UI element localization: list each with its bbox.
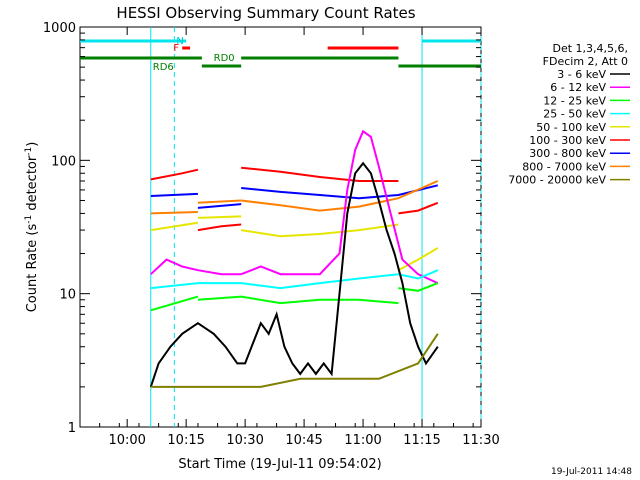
y-axis-label-main: Count Rate (s: [25, 224, 40, 313]
series-line-3-6-kev: [149, 161, 439, 388]
series-line-6-12-kev: [240, 129, 439, 285]
y-tick-label: 1: [68, 421, 76, 436]
series-line-25-50-kev: [150, 269, 439, 290]
legend-label: 6 - 12 keV: [550, 81, 606, 94]
x-axis-label: Start Time (19-Jul-11 09:54:02): [178, 457, 381, 472]
status-flags: NF RD0 RD6: [80, 36, 481, 73]
timestamp: 19-Jul-2011 14:48: [551, 467, 632, 477]
series-line-12-25-kev: [150, 295, 199, 312]
legend-header-line-2: FDecim 2, Att 0: [543, 55, 628, 68]
series-line-50-100-kev: [397, 247, 439, 272]
x-tick-label: 10:15: [167, 433, 204, 448]
y-axis-label-mid: detector: [25, 155, 40, 215]
series-line-50-100-kev: [197, 215, 242, 219]
legend-label: 25 - 50 keV: [543, 108, 606, 121]
series-line-100-300-kev: [197, 223, 242, 232]
series-line-12-25-kev: [398, 282, 439, 292]
series-line-300-800-kev: [197, 203, 242, 209]
rd0-flag-label: RD0: [214, 53, 235, 64]
series-line-100-300-kev: [241, 166, 399, 182]
legend-label: 7000 - 20000 keV: [508, 174, 606, 187]
series-line-300-800-kev: [150, 192, 198, 197]
legend: Det 1,3,4,5,6, FDecim 2, Att 0 3 - 6 keV…: [508, 42, 630, 187]
y-axis-label-sup2: -1: [24, 147, 34, 156]
x-tick-label: 11:30: [462, 433, 499, 448]
series-line-50-100-kev: [241, 223, 399, 238]
legend-label: 12 - 25 keV: [543, 94, 606, 107]
y-axis-label-end: ): [25, 142, 40, 147]
series-line-800-7000-kev: [241, 180, 439, 212]
legend-header-line-1: Det 1,3,4,5,6,: [552, 42, 628, 55]
y-tick-label: 1000: [43, 21, 76, 36]
y-axis-label-sup1: -1: [24, 215, 34, 224]
x-tick-label: 11:15: [403, 433, 440, 448]
legend-label: 3 - 6 keV: [557, 68, 606, 81]
series-line-300-800-kev: [241, 184, 439, 200]
y-axis-label: Count Rate (s-1 detector-1): [24, 142, 40, 313]
x-tick-label: 11:00: [344, 433, 381, 448]
series-line-12-25-kev: [197, 295, 399, 305]
night-lines: [150, 27, 482, 427]
series-line-800-7000-kev: [197, 199, 242, 204]
series-line-50-100-kev: [150, 221, 199, 232]
y-tick-label: 100: [51, 154, 76, 169]
x-tick-label: 10:30: [226, 433, 263, 448]
x-axis-ticks: 10:00 10:15 10:30 10:45 11:00 11:15 11:30: [79, 27, 500, 448]
series-line-100-300-kev: [398, 201, 439, 215]
chart-title: HESSI Observing Summary Count Rates: [116, 4, 415, 22]
y-tick-label: 10: [59, 288, 76, 303]
legend-label: 100 - 300 keV: [529, 134, 606, 147]
series-line-7000-20000-kev: [150, 333, 439, 388]
legend-label: 800 - 7000 keV: [522, 160, 606, 173]
x-tick-label: 10:00: [108, 433, 145, 448]
night-flag-label: N: [176, 36, 183, 47]
series-layer: [149, 129, 439, 388]
series-line-100-300-kev: [150, 168, 199, 181]
x-tick-label: 10:45: [285, 433, 322, 448]
legend-label: 50 - 100 keV: [536, 121, 606, 134]
series-line-800-7000-kev: [150, 211, 198, 215]
legend-label: 300 - 800 keV: [529, 147, 606, 160]
plot-frame: [79, 26, 482, 428]
flare-flag-label: F: [173, 43, 179, 54]
series-line-6-12-kev: [150, 258, 242, 276]
y-axis-ticks: 1 10 100 1000: [43, 21, 481, 436]
rd6-flag-label: RD6: [153, 62, 174, 73]
